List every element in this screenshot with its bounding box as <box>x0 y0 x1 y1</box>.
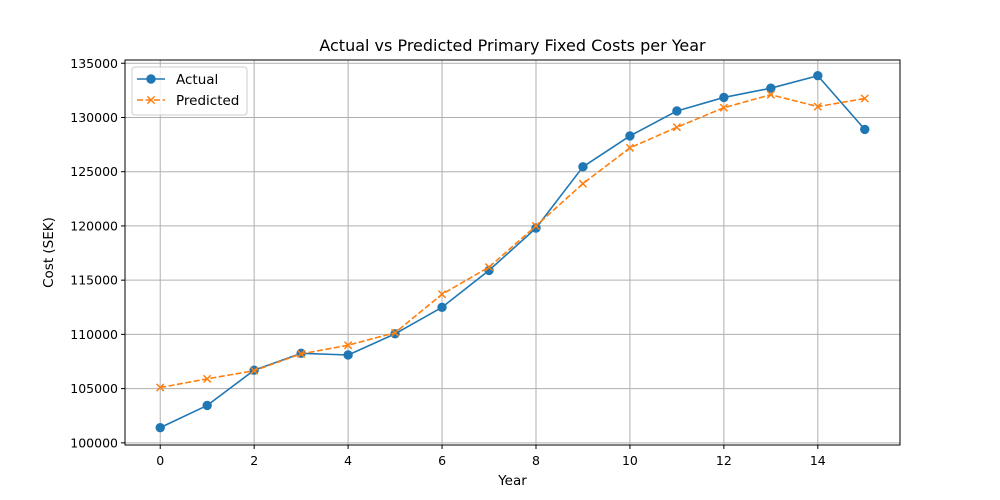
y-tick-label: 120000 <box>70 218 118 233</box>
data-point-predicted <box>860 94 869 103</box>
y-axis-title: Cost (SEK) <box>41 217 57 288</box>
y-axis: 100000 105000 110000 115000 120000 125000 1300… <box>70 56 125 450</box>
data-point-actual <box>719 92 729 103</box>
data-point-actual <box>813 71 823 81</box>
y-tick-label: 105000 <box>70 381 118 396</box>
data-point-actual <box>625 131 635 141</box>
data-point-predicted <box>156 383 165 392</box>
x-tick-label: 12 <box>716 453 732 468</box>
data-point-predicted <box>766 90 775 99</box>
data-point-actual <box>860 124 870 135</box>
data-point-actual <box>437 302 447 312</box>
data-point-actual <box>766 83 776 93</box>
x-axis-title: Year <box>497 473 527 489</box>
x-tick-label: 14 <box>810 453 826 468</box>
x-tick-label: 6 <box>438 453 446 468</box>
data-point-actual <box>531 223 541 233</box>
series-layer <box>155 71 870 433</box>
y-tick-label: 125000 <box>70 164 118 179</box>
x-tick-label: 0 <box>156 453 164 468</box>
grid <box>125 60 900 445</box>
legend-label-actual: Actual <box>176 72 218 88</box>
y-tick-label: 135000 <box>70 56 118 71</box>
y-tick-label: 100000 <box>70 435 118 450</box>
x-tick-label: 4 <box>344 453 352 468</box>
legend-label-predicted: Predicted <box>176 93 239 109</box>
legend: Actual Predicted <box>131 66 248 116</box>
data-point-predicted <box>437 290 447 299</box>
y-tick-label: 110000 <box>70 327 118 342</box>
data-point-predicted <box>672 123 682 132</box>
data-point-predicted <box>203 374 212 383</box>
y-tick-label: 115000 <box>70 273 118 288</box>
data-point-predicted <box>578 179 588 188</box>
data-point-predicted <box>625 143 635 152</box>
data-point-predicted <box>719 103 728 112</box>
series-line-actual <box>159 74 866 429</box>
data-point-actual <box>343 350 353 360</box>
y-tick-label: 130000 <box>70 110 118 125</box>
data-point-actual <box>672 106 682 116</box>
x-axis: 0 2 4 6 8 10 12 14 <box>156 445 826 468</box>
series-line-predicted <box>160 93 865 389</box>
data-point-predicted <box>484 263 494 272</box>
data-point-actual <box>155 422 165 433</box>
legend-marker-actual <box>146 74 156 84</box>
legend-marker-predicted <box>146 95 156 105</box>
data-point-predicted <box>813 102 822 111</box>
data-point-predicted <box>531 221 541 231</box>
series-actual <box>155 71 870 433</box>
data-point-predicted <box>250 366 259 375</box>
data-point-actual <box>202 400 212 411</box>
data-point-predicted <box>390 328 400 337</box>
series-predicted <box>156 90 869 392</box>
plot-frame <box>124 59 901 446</box>
data-point-actual <box>578 162 588 172</box>
x-tick-label: 8 <box>532 453 540 468</box>
data-point-predicted <box>297 349 306 359</box>
x-tick-label: 10 <box>622 453 638 468</box>
chart-title: Actual vs Predicted Primary Fixed Costs … <box>319 36 706 55</box>
data-point-predicted <box>343 341 353 350</box>
x-tick-label: 2 <box>250 453 258 468</box>
